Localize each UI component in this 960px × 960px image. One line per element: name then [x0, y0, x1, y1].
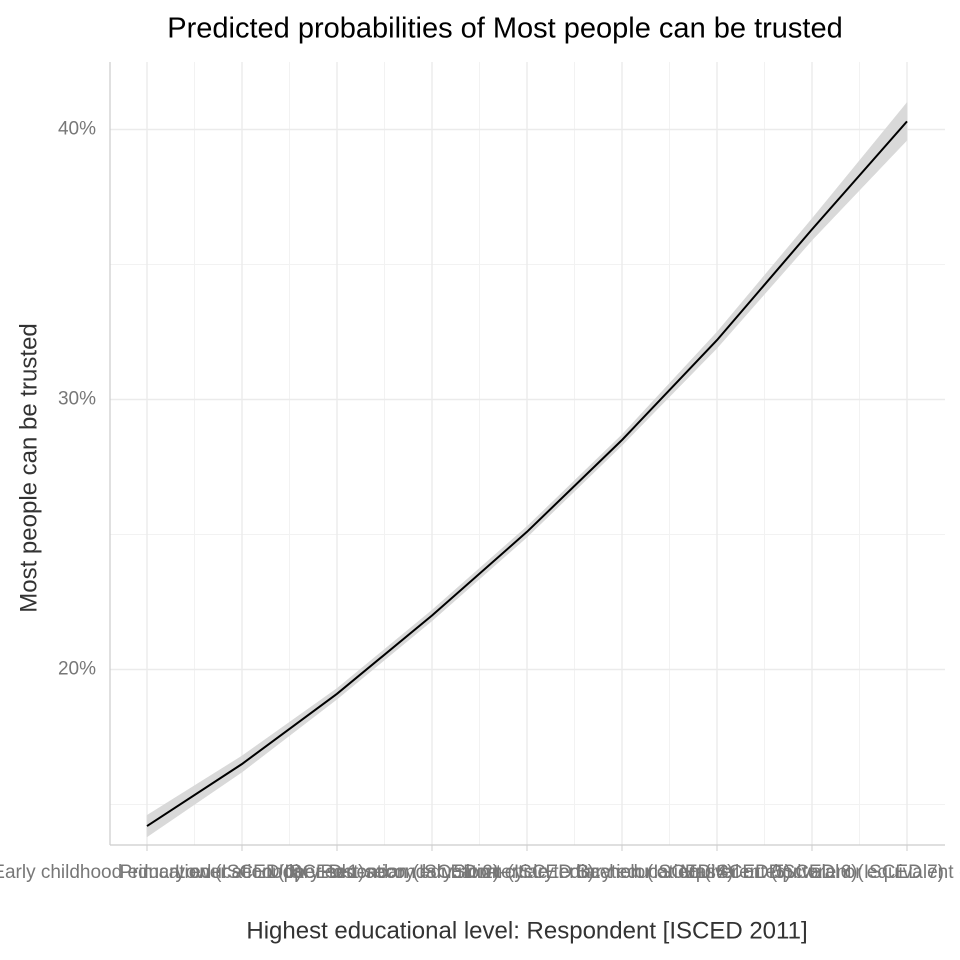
x-tick-label: Short-cycle tertiary education (ISCED 5) — [453, 862, 791, 883]
y-tick-label: 30% — [58, 389, 96, 410]
x-axis-label: Highest educational level: Respondent [I… — [246, 917, 807, 944]
chart-title: Predicted probabilities of Most people c… — [167, 13, 842, 45]
x-tick-label: Early childhood education (ISCED 0) — [0, 862, 302, 883]
x-tick-label: Doctoral or equivalent (ISCED 8) — [769, 862, 960, 883]
y-axis-label: Most people can be trusted — [15, 323, 42, 613]
x-tick-label: Lower secondary education (ISCED 2) — [175, 862, 499, 883]
x-tick-label: Bachelor or equivalent (ISCED 6) — [577, 862, 858, 883]
line — [146, 120, 908, 827]
x-tick-label: Master or equivalent (ISCED 7) — [680, 862, 944, 883]
x-tick-label: Upper secondary education (ISCED 3) — [270, 862, 594, 883]
y-tick-label: 20% — [58, 659, 96, 680]
y-tick-label: 40% — [58, 119, 96, 140]
x-tick-label: Post-secondary non-tertiary education (I… — [321, 862, 734, 883]
x-tick-label: Primary education (ISCED 1) — [120, 862, 365, 883]
confidence-band — [811, 101, 908, 241]
